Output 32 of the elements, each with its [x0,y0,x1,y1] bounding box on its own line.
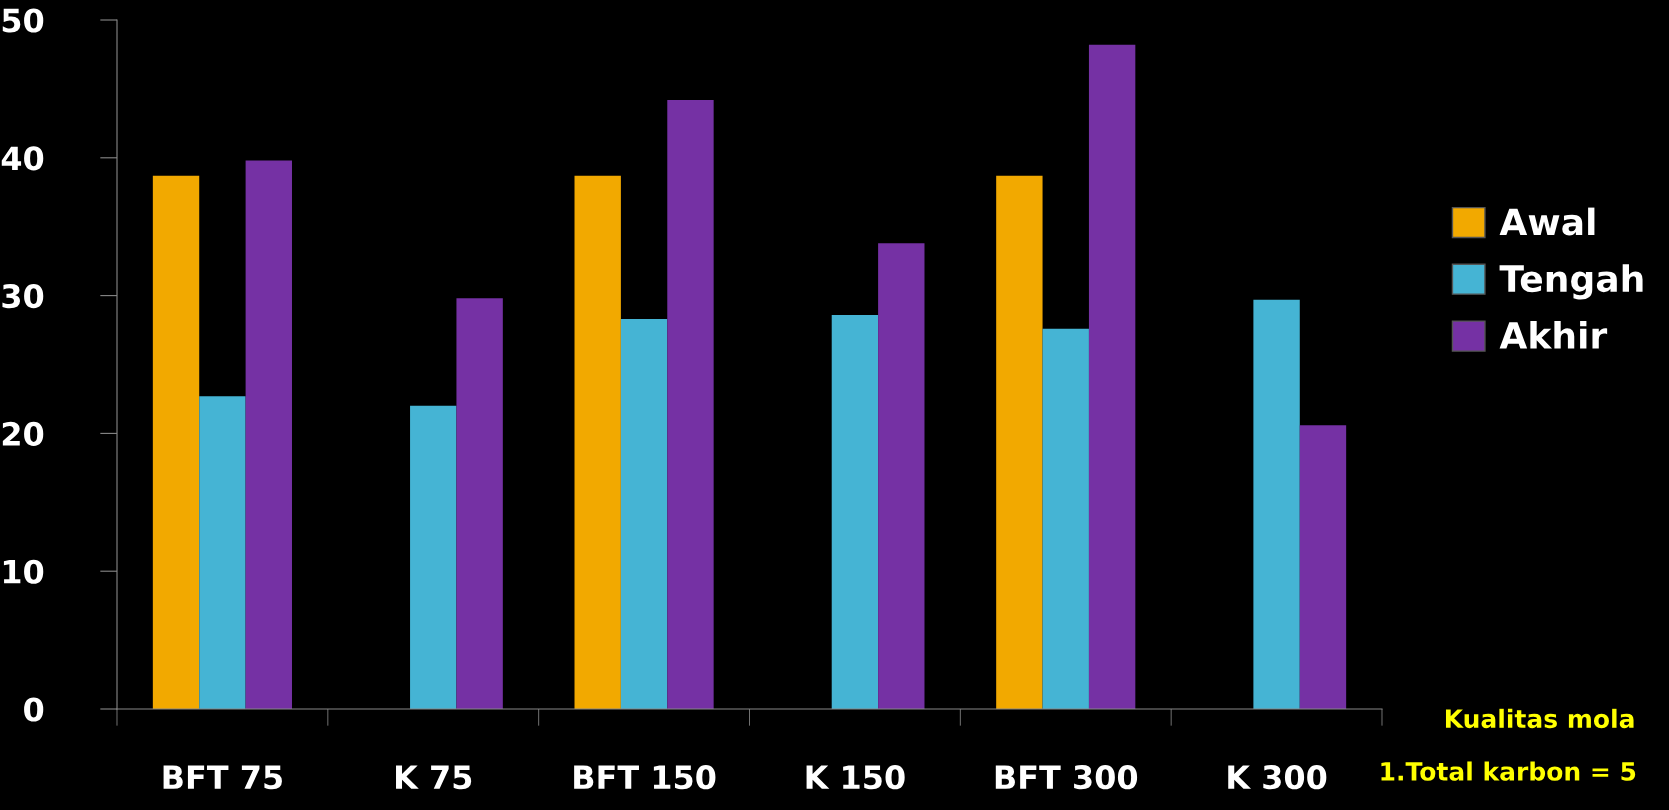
x-tick-label: BFT 75 [163,765,282,790]
text: 1.Total karbon = 5 [1381,761,1636,781]
bar [1088,44,1136,709]
legend-label: Awal [1499,207,1595,236]
y-tick-label: 30 [2,284,44,309]
bar [152,175,200,709]
y-tick-label: 40 [1,146,44,171]
y-tick-label: 50 [2,8,44,33]
bar [1042,328,1089,709]
bar [245,160,292,709]
bar [410,405,457,709]
legend-label: Tengah [1499,264,1643,300]
x-tick-label: BFT 300 [995,765,1138,790]
legend-label: Akhir [1499,321,1608,349]
text: Kualitas mola [1445,708,1634,729]
x-tick-label: K 300 [1228,765,1327,790]
bar [996,175,1043,709]
bar [1299,425,1347,709]
bar [878,243,925,709]
bar [1253,299,1300,709]
y-tick-label: 10 [3,559,44,584]
y-tick-label: 20 [2,421,44,446]
bar [831,314,879,709]
bar [574,175,621,709]
bar [667,99,714,709]
x-tick-label: K 75 [396,765,472,790]
bar [620,319,668,709]
bar [199,396,246,709]
y-tick-label: 0 [24,697,44,722]
bar [456,298,503,709]
x-tick-label: K 150 [806,765,905,790]
x-tick-label: BFT 150 [574,765,716,790]
